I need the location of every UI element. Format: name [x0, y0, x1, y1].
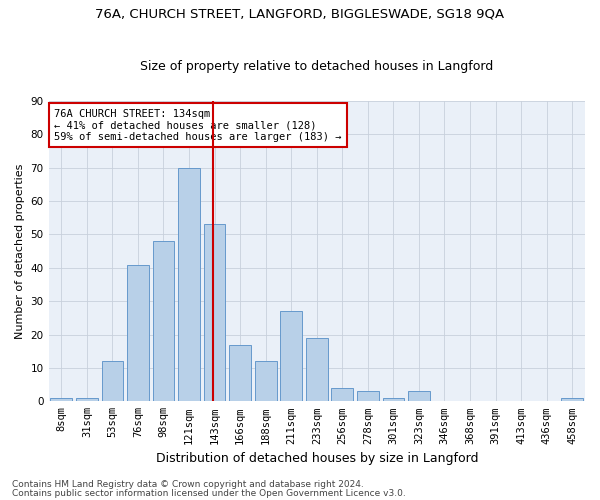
Bar	[331, 388, 353, 402]
Bar	[204, 224, 226, 402]
Bar	[50, 398, 72, 402]
X-axis label: Distribution of detached houses by size in Langford: Distribution of detached houses by size …	[155, 452, 478, 465]
Bar	[127, 264, 149, 402]
Bar	[357, 392, 379, 402]
Bar	[101, 362, 123, 402]
Bar	[306, 338, 328, 402]
Bar	[178, 168, 200, 402]
Bar	[255, 362, 277, 402]
Text: Contains public sector information licensed under the Open Government Licence v3: Contains public sector information licen…	[12, 488, 406, 498]
Y-axis label: Number of detached properties: Number of detached properties	[15, 164, 25, 339]
Bar	[229, 344, 251, 402]
Bar	[76, 398, 98, 402]
Text: 76A CHURCH STREET: 134sqm
← 41% of detached houses are smaller (128)
59% of semi: 76A CHURCH STREET: 134sqm ← 41% of detac…	[54, 108, 341, 142]
Bar	[408, 392, 430, 402]
Title: Size of property relative to detached houses in Langford: Size of property relative to detached ho…	[140, 60, 493, 74]
Bar	[152, 241, 175, 402]
Text: Contains HM Land Registry data © Crown copyright and database right 2024.: Contains HM Land Registry data © Crown c…	[12, 480, 364, 489]
Text: 76A, CHURCH STREET, LANGFORD, BIGGLESWADE, SG18 9QA: 76A, CHURCH STREET, LANGFORD, BIGGLESWAD…	[95, 8, 505, 20]
Bar	[383, 398, 404, 402]
Bar	[280, 311, 302, 402]
Bar	[562, 398, 583, 402]
